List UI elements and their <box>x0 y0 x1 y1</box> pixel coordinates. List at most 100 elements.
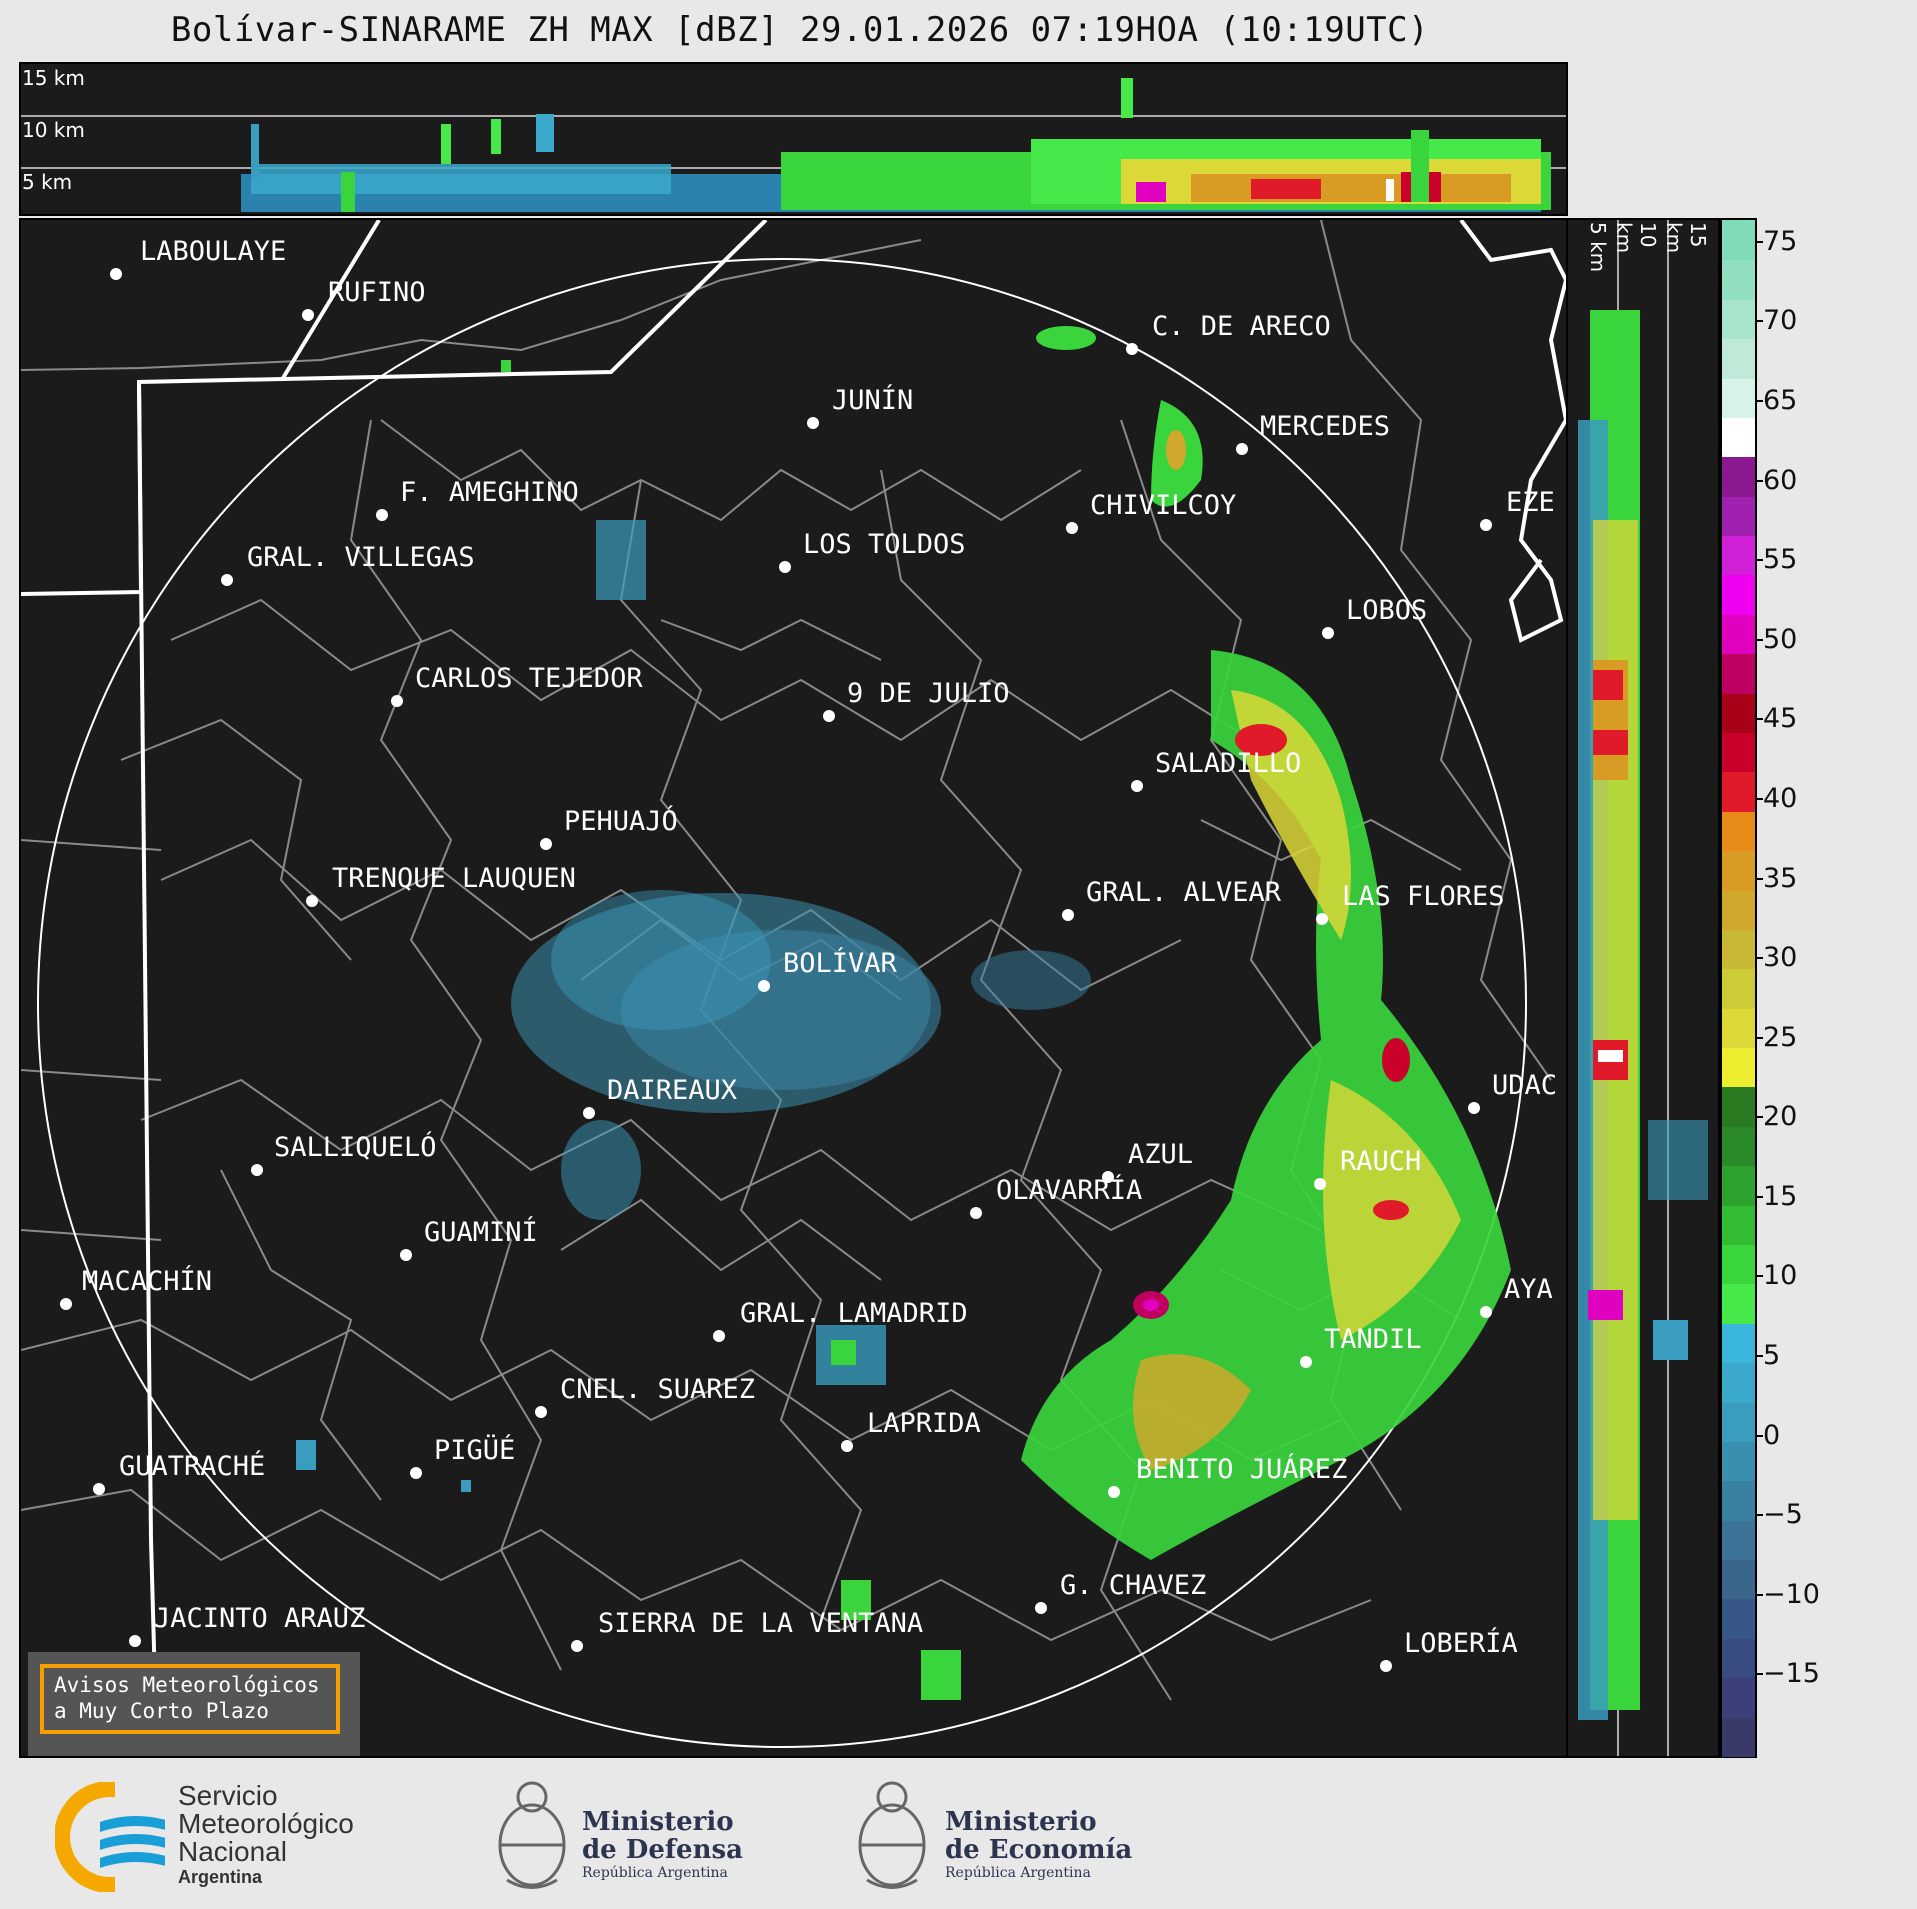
city-label: AZUL <box>1128 1139 1194 1170</box>
colorbar-tick-label: −5 <box>1763 1499 1803 1531</box>
smn-logo-text: Servicio Meteorológico Nacional Argentin… <box>178 1782 354 1888</box>
storm-band-echo <box>1021 326 1511 1560</box>
colorbar-segment <box>1722 377 1755 418</box>
colorbar-segment <box>1722 1125 1755 1167</box>
colorbar-segment <box>1722 1007 1755 1049</box>
city-label: TRENQUE LAUQUEN <box>332 863 576 894</box>
colorbar-tick-mark <box>1755 400 1763 403</box>
colorbar-segment <box>1722 968 1755 1009</box>
colorbar-tick-mark <box>1755 559 1763 562</box>
colorbar-tick-mark <box>1755 957 1763 960</box>
colorbar-segment <box>1722 574 1755 615</box>
colorbar-segment <box>1722 928 1755 970</box>
colorbar-segment <box>1722 1086 1755 1127</box>
city-label: MERCEDES <box>1260 411 1391 442</box>
colorbar-tick-mark <box>1755 1673 1763 1676</box>
city-marker <box>1035 1602 1047 1614</box>
map-canvas <box>21 220 1566 1756</box>
colorbar-segment <box>1722 1362 1755 1403</box>
dbz-colorbar <box>1720 218 1757 1758</box>
warning-box[interactable]: Avisos Meteorológicos a Muy Corto Plazo <box>28 1652 360 1756</box>
colorbar-tick-label: 65 <box>1763 385 1798 417</box>
colorbar-segment <box>1722 259 1755 300</box>
city-label: AYA <box>1504 1274 1553 1305</box>
city-label: CNEL. SUAREZ <box>560 1374 756 1405</box>
economia-line-2: de Economía <box>945 1835 1133 1865</box>
city-label: OLAVARRÍA <box>996 1175 1143 1206</box>
colorbar-segment <box>1722 850 1755 891</box>
colorbar-segment <box>1722 1637 1755 1679</box>
colorbar-tick-mark <box>1755 638 1763 641</box>
colorbar-segment <box>1722 1165 1755 1206</box>
colorbar-tick-mark <box>1755 797 1763 800</box>
warning-line-1: Avisos Meteorológicos <box>54 1673 320 1697</box>
colorbar-tick-mark <box>1755 1593 1763 1596</box>
city-label: LOBOS <box>1346 595 1428 626</box>
city-marker <box>779 561 791 573</box>
colorbar-segment <box>1722 1204 1755 1245</box>
colorbar-segment <box>1722 1677 1755 1718</box>
city-marker <box>1066 522 1078 534</box>
city-marker <box>1108 1486 1120 1498</box>
city-label: CARLOS TEJEDOR <box>415 663 643 694</box>
radar-map[interactable]: LABOULAYE RUFINO C. DE ARECO JUNÍN MERCEDES F… <box>19 218 1568 1758</box>
top-altitude-strip: 15 km 10 km 5 km <box>19 62 1568 216</box>
warning-box-inner[interactable]: Avisos Meteorológicos a Muy Corto Plazo <box>40 1664 340 1734</box>
colorbar-tick-mark <box>1755 1275 1763 1278</box>
smn-line-4: Argentina <box>178 1867 263 1887</box>
city-marker <box>410 1467 422 1479</box>
colorbar-segment <box>1722 1440 1755 1482</box>
city-marker <box>221 574 233 586</box>
city-label: SALADILLO <box>1155 748 1302 779</box>
city-marker <box>1380 1660 1392 1672</box>
defensa-line-3: República Argentina <box>582 1865 728 1881</box>
top-alt-label-5: 5 km <box>22 170 73 194</box>
city-marker <box>391 695 403 707</box>
colorbar-tick-mark <box>1755 1514 1763 1517</box>
smn-line-3: Nacional <box>178 1836 287 1867</box>
city-label: GUATRACHÉ <box>119 1451 266 1482</box>
ground-clutter-echo <box>511 890 1091 1220</box>
colorbar-segment <box>1722 1519 1755 1561</box>
city-marker <box>1131 780 1143 792</box>
colorbar-tick-label: 30 <box>1763 942 1798 974</box>
city-label: RUFINO <box>328 277 426 308</box>
city-marker <box>1062 909 1074 921</box>
city-marker <box>540 838 552 850</box>
city-marker <box>713 1330 725 1342</box>
city-label: EZE <box>1506 487 1555 518</box>
city-label: PIGÜÉ <box>434 1435 516 1466</box>
colorbar-tick-label: 60 <box>1763 464 1798 496</box>
city-label: 9 DE JULIO <box>847 678 1010 709</box>
colorbar-segment <box>1722 1322 1755 1364</box>
colorbar-segment <box>1722 1716 1755 1757</box>
economia-seal-icon <box>858 1781 926 1889</box>
colorbar-tick-mark <box>1755 1434 1763 1437</box>
city-marker <box>583 1107 595 1119</box>
city-marker <box>758 980 770 992</box>
colorbar-segment <box>1722 653 1755 694</box>
city-label: LAS FLORES <box>1342 881 1505 912</box>
map-title: Bolívar-SINARAME ZH MAX [dBZ] 29.01.2026… <box>170 10 1430 50</box>
city-marker <box>60 1298 72 1310</box>
city-marker <box>1236 443 1248 455</box>
city-label: F. AMEGHINO <box>400 477 579 508</box>
economia-line-1: Ministerio <box>945 1807 1097 1837</box>
colorbar-tick-mark <box>1755 1355 1763 1358</box>
defensa-seal-icon <box>498 1781 566 1889</box>
economia-logo-text: Ministerio de Economía República Argenti… <box>945 1808 1132 1882</box>
city-label: SIERRA DE LA VENTANA <box>598 1608 924 1639</box>
city-label: GRAL. ALVEAR <box>1086 877 1282 908</box>
city-marker <box>841 1440 853 1452</box>
city-marker <box>1314 1178 1326 1190</box>
city-label: JACINTO ARAUZ <box>154 1603 366 1634</box>
city-label: BOLÍVAR <box>783 948 897 979</box>
colorbar-tick-label: 5 <box>1763 1340 1781 1372</box>
city-marker <box>251 1164 263 1176</box>
city-label: JUNÍN <box>832 385 914 416</box>
city-marker <box>1102 1171 1114 1183</box>
city-marker <box>302 309 314 321</box>
city-marker <box>306 895 318 907</box>
colorbar-segment <box>1722 220 1755 261</box>
defensa-line-1: Ministerio <box>582 1807 734 1837</box>
